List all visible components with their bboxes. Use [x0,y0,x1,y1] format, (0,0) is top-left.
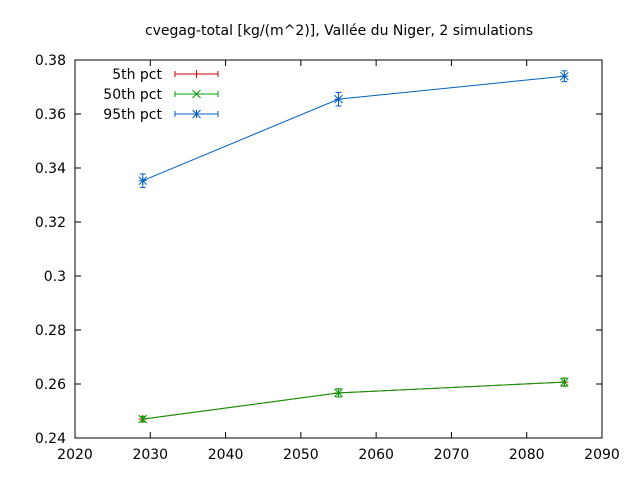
y-tick-label: 0.32 [35,215,66,231]
legend-label: 50th pct [103,87,162,103]
x-tick-label: 2020 [57,447,93,463]
series-layer [138,70,569,424]
data-point [138,176,148,186]
legend-marker [192,70,201,78]
y-tick-label: 0.3 [44,269,66,285]
y-tick-label: 0.36 [35,107,66,123]
y-tick-label: 0.26 [35,377,66,393]
series-50th-pct [138,377,569,424]
data-point [138,414,148,424]
y-tick-label: 0.24 [35,431,66,447]
x-tick-label: 2090 [584,447,620,463]
legend-marker [192,89,201,99]
data-point [560,377,569,387]
legend: 5th pct 50th pct 95th pct [103,67,219,123]
data-point [560,71,569,81]
series-95th-pct [138,70,569,188]
x-tick-label: 2070 [434,447,470,463]
x-tick-label: 2040 [208,447,244,463]
series-line [142,75,565,182]
series-line [142,381,565,420]
axes: 2020 2030 2040 2050 2060 2070 2080 2090 0.24 0.26… [35,53,620,463]
plot-frame [74,59,603,439]
y-tick-label: 0.38 [35,53,66,69]
legend-label: 95th pct [103,107,162,123]
x-tick-label: 2080 [509,447,545,463]
y-tick-label: 0.34 [35,161,66,177]
data-point [334,94,343,104]
legend-item: 50th pct [103,87,219,103]
x-tick-label: 2030 [132,447,168,463]
data-point [334,388,343,398]
legend-marker [192,109,201,119]
y-tick-label: 0.28 [35,323,66,339]
series-line [142,381,565,420]
chart-title: cvegag-total [kg/(m^2)], Vallée du Niger… [145,23,533,39]
legend-item: 5th pct [112,67,219,83]
x-tick-label: 2050 [283,447,319,463]
x-tick-label: 2060 [358,447,394,463]
legend-label: 5th pct [112,67,162,83]
legend-item: 95th pct [103,107,219,123]
